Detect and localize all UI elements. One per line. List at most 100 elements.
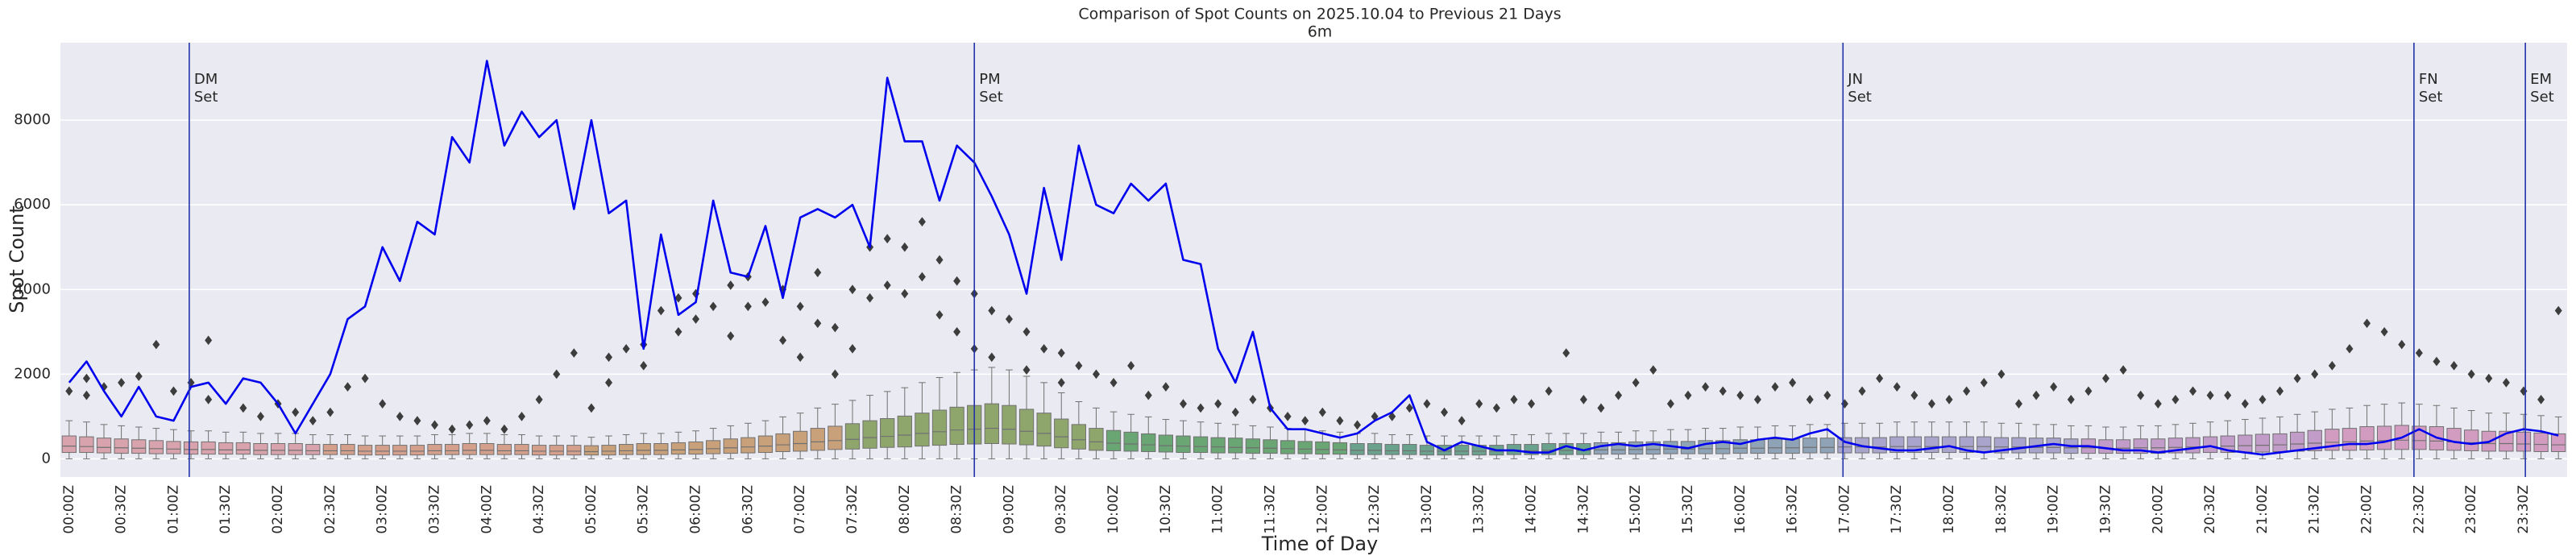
box [1384, 444, 1400, 455]
box [2011, 437, 2026, 454]
box [479, 442, 495, 455]
x-tick-label: 05:00Z [583, 485, 599, 534]
outlier [1057, 348, 1065, 358]
box [340, 444, 355, 455]
outlier [692, 314, 700, 324]
outlier [727, 331, 735, 341]
box [2446, 428, 2462, 451]
outlier [1528, 399, 1536, 409]
outlier [1162, 382, 1170, 392]
outlier [2380, 326, 2388, 337]
box [2377, 425, 2392, 450]
outlier [1197, 403, 1205, 413]
y-tick-label: 8000 [14, 111, 51, 128]
outlier [169, 386, 177, 396]
x-tick-label: 06:00Z [688, 485, 704, 534]
outlier [135, 371, 143, 381]
outlier [309, 416, 317, 425]
x-tick-label: 11:30Z [1262, 485, 1278, 534]
outlier [1301, 416, 1309, 425]
box [148, 440, 164, 454]
x-tick-label: 03:30Z [426, 485, 442, 534]
outlier [814, 268, 822, 278]
outlier [796, 352, 804, 363]
y-tick-label: 6000 [14, 196, 51, 213]
outlier [239, 403, 247, 413]
box [1280, 440, 1296, 454]
outlier [1806, 395, 1814, 404]
outlier [1023, 365, 1031, 375]
outlier [587, 403, 595, 413]
outlier [2172, 395, 2180, 404]
outlier [953, 326, 961, 337]
outlier [82, 373, 90, 384]
outlier [1945, 395, 1953, 404]
outlier [292, 407, 300, 417]
outlier [118, 377, 126, 388]
x-axis-label: Time of Day [1261, 533, 1379, 555]
outlier [2189, 386, 2197, 396]
x-tick-label: 17:00Z [1836, 485, 1852, 534]
annotation-label: DM [194, 71, 218, 88]
x-tick-label: 15:00Z [1628, 485, 1644, 534]
outlier [379, 399, 387, 409]
outlier [2520, 386, 2528, 396]
outlier [709, 301, 717, 312]
outlier [2224, 390, 2232, 400]
box [2359, 425, 2375, 450]
outlier [1214, 399, 1222, 409]
outlier [2554, 305, 2562, 316]
outlier [1997, 369, 2006, 380]
x-tick-label: 21:30Z [2307, 485, 2323, 534]
x-tick-label: 10:30Z [1158, 485, 1174, 534]
box [583, 445, 599, 456]
box [897, 415, 912, 448]
outlier [1249, 395, 1257, 404]
box [114, 438, 129, 454]
outlier [1893, 382, 1901, 392]
box [810, 428, 825, 451]
outlier [396, 412, 404, 421]
outlier [413, 416, 421, 425]
outlier [1336, 416, 1344, 425]
x-tick-label: 22:30Z [2411, 485, 2427, 534]
outlier [1876, 373, 1884, 384]
box [288, 442, 303, 455]
box [844, 423, 861, 450]
box [2202, 436, 2218, 454]
outlier [605, 352, 613, 363]
box [1367, 442, 1383, 455]
box [566, 445, 582, 456]
box [462, 442, 477, 455]
outlier [1423, 399, 1431, 409]
outlier [1771, 382, 1779, 392]
x-tick-label: 14:30Z [1575, 485, 1591, 534]
outlier [2276, 386, 2284, 396]
box [723, 438, 738, 454]
box [2289, 431, 2305, 452]
outlier [2311, 369, 2319, 380]
outlier [1057, 377, 1065, 388]
box [2516, 431, 2532, 452]
box [670, 442, 687, 455]
x-tick-label: 11:00Z [1210, 485, 1226, 534]
box [496, 444, 512, 455]
outlier [674, 292, 682, 303]
outlier [1632, 377, 1640, 388]
outlier [65, 386, 73, 396]
box [253, 442, 268, 455]
outlier [500, 424, 508, 434]
x-tick-label: 10:00Z [1105, 485, 1122, 534]
box [1245, 438, 1261, 454]
box [392, 445, 408, 456]
outlier [1005, 314, 1013, 324]
outlier [1927, 399, 1935, 409]
x-tick-label: 09:30Z [1053, 485, 1069, 534]
outlier [935, 309, 944, 320]
x-tick-label: 00:30Z [114, 485, 130, 534]
x-tick-label: 12:30Z [1367, 485, 1383, 534]
outlier [918, 217, 926, 227]
box [305, 444, 321, 455]
outlier [1231, 407, 1239, 417]
